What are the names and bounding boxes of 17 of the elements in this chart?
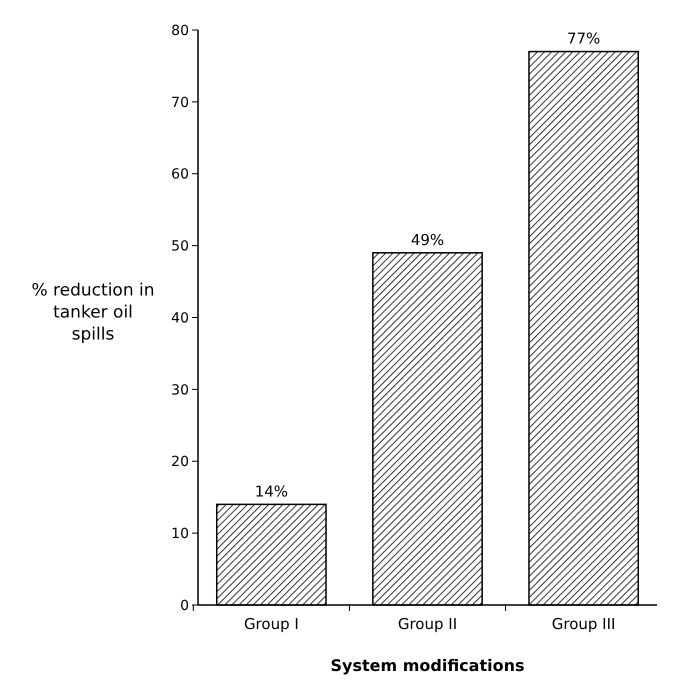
y-tick-label: 10 (171, 526, 189, 542)
y-tick-label: 20 (171, 454, 189, 470)
x-tick-label: Group II (398, 615, 458, 633)
x-tick-label: Group III (552, 615, 616, 633)
y-tick-label: 50 (171, 238, 189, 255)
data-label: 14% (254, 482, 288, 500)
x-tick-label: Group I (244, 615, 299, 633)
y-axis-title: % reduction in tanker oil spills (31, 280, 155, 344)
y-tick-label: 80 (171, 22, 189, 39)
y-tick-label: 40 (171, 310, 189, 326)
x-axis-title: System modifications (330, 656, 524, 675)
y-tick-label: 70 (171, 94, 189, 111)
y-tick-label: 30 (171, 382, 189, 398)
data-label: 77% (566, 30, 600, 48)
y-tick-label: 60 (171, 166, 189, 183)
data-label: 49% (410, 230, 444, 249)
y-tick-label: 0 (180, 598, 189, 614)
